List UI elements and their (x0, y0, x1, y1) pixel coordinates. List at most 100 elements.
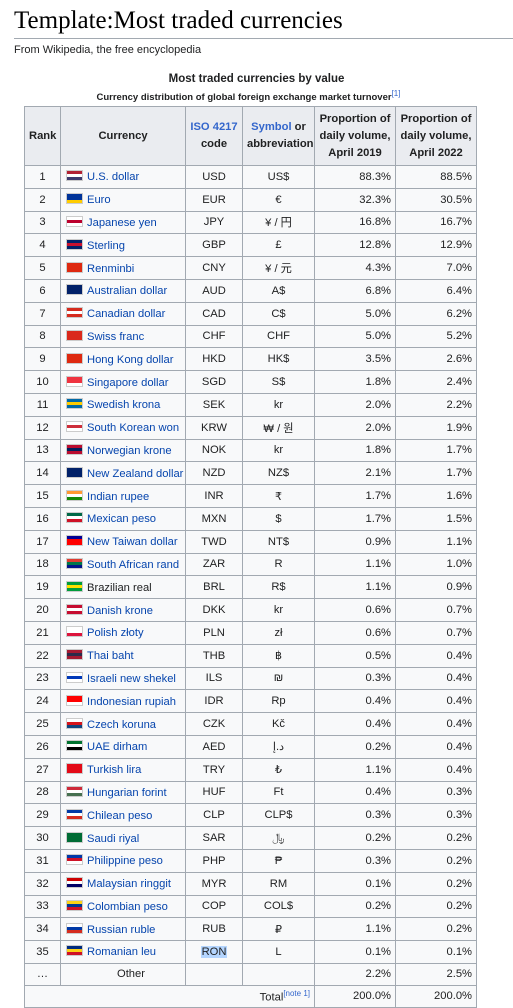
currency-link[interactable]: Polish złoty (87, 627, 144, 640)
ae-flag-icon[interactable] (66, 740, 83, 752)
iso-code: JPY (203, 216, 225, 229)
za-flag-icon[interactable] (66, 557, 83, 569)
symbol-cell: د.إ (242, 734, 315, 759)
dk-flag-icon[interactable] (66, 603, 83, 615)
symbol-cell: NT$ (242, 529, 315, 554)
my-flag-icon[interactable] (66, 877, 83, 889)
in-flag-icon[interactable] (66, 489, 83, 501)
iso-code: GBP (202, 239, 226, 252)
currency-link[interactable]: Hong Kong dollar (87, 353, 174, 366)
currency-link[interactable]: Danish krone (87, 604, 153, 617)
symbol-cell: COL$ (242, 894, 315, 919)
currency-cell: Philippine peso (60, 848, 186, 873)
reference-link[interactable]: [1] (391, 89, 401, 98)
gb-flag-icon[interactable] (66, 238, 83, 250)
header-proportion-2019[interactable]: Proportion of daily volume, April 2019 (314, 106, 396, 166)
il-flag-icon[interactable] (66, 671, 83, 683)
currency-link[interactable]: U.S. dollar (87, 171, 140, 184)
currency-link[interactable]: Canadian dollar (87, 308, 166, 321)
currency-link[interactable]: Saudi riyal (87, 832, 140, 845)
jp-flag-icon[interactable] (66, 215, 83, 227)
currency-link[interactable]: Chilean peso (87, 809, 153, 822)
header-rank[interactable]: Rank (24, 106, 61, 166)
currency-link[interactable]: Israeli new shekel (87, 672, 176, 685)
currency-link[interactable]: UAE dirham (87, 741, 148, 754)
currency-link[interactable]: Sterling (87, 239, 125, 252)
iso-4217-link[interactable]: ISO 4217 (190, 121, 238, 133)
cz-flag-icon[interactable] (66, 717, 83, 729)
ca-flag-icon[interactable] (66, 307, 83, 319)
us-flag-icon[interactable] (66, 170, 83, 182)
header-symbol[interactable]: Symbol or abbreviation (242, 106, 315, 166)
currency-link[interactable]: South African rand (87, 558, 180, 571)
currency-link[interactable]: Turkish lira (87, 764, 142, 777)
currency-link[interactable]: Czech koruna (87, 718, 157, 731)
currency-link[interactable]: New Taiwan dollar (87, 536, 178, 549)
au-flag-icon[interactable] (66, 284, 83, 296)
currency-link[interactable]: Romanian leu (87, 946, 157, 959)
proportion-2019-cell: 5.0% (314, 324, 396, 349)
tw-flag-icon[interactable] (66, 535, 83, 547)
header-proportion-2022[interactable]: Proportion of daily volume, April 2022 (395, 106, 477, 166)
th-flag-icon[interactable] (66, 649, 83, 661)
no-flag-icon[interactable] (66, 443, 83, 455)
sg-flag-icon[interactable] (66, 375, 83, 387)
currency-link[interactable]: Philippine peso (87, 855, 163, 868)
currency-link[interactable]: Indian rupee (87, 490, 150, 503)
currency-link[interactable]: Swiss franc (87, 330, 145, 343)
currency-link[interactable]: Thai baht (87, 650, 134, 663)
ro-flag-icon[interactable] (66, 945, 83, 957)
currency-link[interactable]: Singapore dollar (87, 376, 169, 389)
iso-code: TWD (201, 535, 227, 548)
se-flag-icon[interactable] (66, 398, 83, 410)
proportion-2019-cell: 32.3% (314, 187, 396, 212)
eu-flag-icon[interactable] (66, 193, 83, 205)
currency-link[interactable]: Australian dollar (87, 285, 168, 298)
currency-link[interactable]: New Zealand dollar (87, 467, 184, 480)
currency-link[interactable]: Norwegian krone (87, 444, 172, 457)
table-row: 5 Renminbi CNY ¥ / 元 4.3% 7.0% (24, 256, 477, 280)
nz-flag-icon[interactable] (66, 466, 83, 478)
hk-flag-icon[interactable] (66, 352, 83, 364)
currency-link[interactable]: Mexican peso (87, 513, 157, 526)
cn-flag-icon[interactable] (66, 261, 83, 273)
note-link[interactable]: [note 1] (283, 989, 310, 999)
currency-cell: Indian rupee (60, 484, 186, 508)
currency-link[interactable]: Indonesian rupiah (87, 695, 176, 708)
header-iso[interactable]: ISO 4217 code (185, 106, 243, 166)
table-row: 10 Singapore dollar SGD S$ 1.8% 2.4% (24, 370, 477, 394)
hu-flag-icon[interactable] (66, 785, 83, 797)
currency-link[interactable]: Russian ruble (87, 923, 156, 936)
iso-code-cell: CLP (185, 803, 243, 828)
currency-link[interactable]: Japanese yen (87, 216, 157, 229)
sa-flag-icon[interactable] (66, 831, 83, 843)
kr-flag-icon[interactable] (66, 421, 83, 433)
currency-link[interactable]: Malaysian ringgit (87, 878, 171, 891)
br-flag-icon[interactable] (66, 580, 83, 592)
table-row: 12 South Korean won KRW ₩ / 원 2.0% 1.9% (24, 415, 477, 440)
iso-code: CLP (203, 809, 225, 822)
ru-flag-icon[interactable] (66, 922, 83, 934)
table-row: 19 Brazilian real BRL R$ 1.1% 0.9% (24, 575, 477, 600)
currency-link[interactable]: Colombian peso (87, 900, 168, 913)
ph-flag-icon[interactable] (66, 854, 83, 866)
table-row: 23 Israeli new shekel ILS ₪ 0.3% 0.4% (24, 666, 477, 691)
currency-link[interactable]: Brazilian real (87, 581, 152, 594)
currency-link[interactable]: Euro (87, 194, 111, 207)
header-currency[interactable]: Currency (60, 106, 186, 166)
iso-code-cell: CNY (185, 256, 243, 280)
rank-cell: 4 (24, 233, 61, 258)
symbol-link[interactable]: Symbol (251, 121, 292, 133)
mx-flag-icon[interactable] (66, 512, 83, 524)
cl-flag-icon[interactable] (66, 808, 83, 820)
currency-link[interactable]: Renminbi (87, 262, 135, 275)
currency-link[interactable]: Hungarian forint (87, 786, 167, 799)
co-flag-icon[interactable] (66, 899, 83, 911)
currency-link[interactable]: Swedish krona (87, 399, 161, 412)
id-flag-icon[interactable] (66, 694, 83, 706)
ch-flag-icon[interactable] (66, 329, 83, 341)
rank-cell: 34 (24, 917, 61, 942)
currency-link[interactable]: South Korean won (87, 422, 180, 435)
tr-flag-icon[interactable] (66, 763, 83, 775)
pl-flag-icon[interactable] (66, 626, 83, 638)
